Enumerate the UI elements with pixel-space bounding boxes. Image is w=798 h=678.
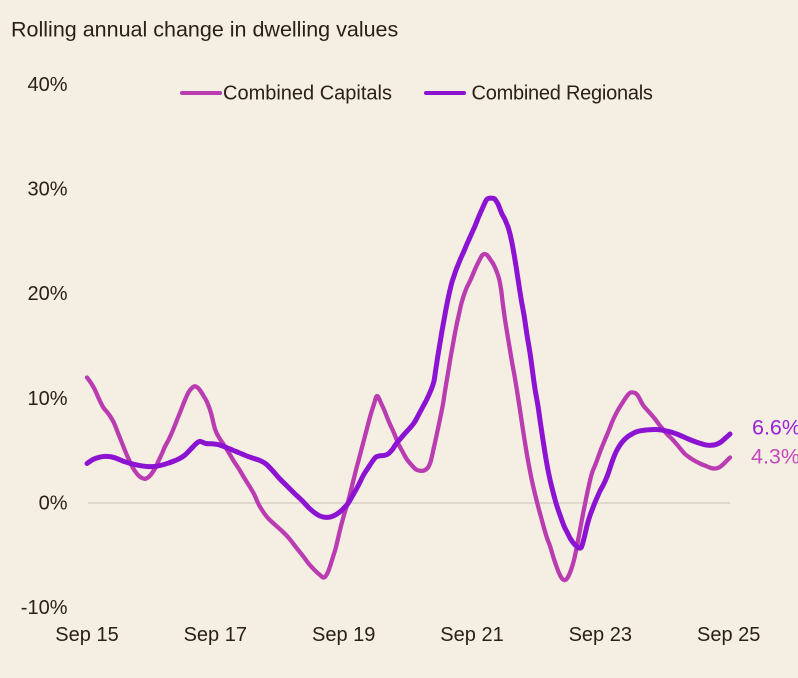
svg-text:Sep 19: Sep 19 (312, 624, 375, 646)
svg-text:6.6%: 6.6% (752, 416, 798, 440)
svg-text:Sep 15: Sep 15 (55, 624, 118, 646)
svg-text:Sep 21: Sep 21 (440, 624, 503, 646)
svg-text:40%: 40% (27, 74, 67, 96)
svg-text:-10%: -10% (21, 597, 68, 619)
svg-text:Sep 23: Sep 23 (569, 624, 632, 646)
svg-text:4.3%: 4.3% (751, 445, 798, 469)
svg-text:Combined Regionals: Combined Regionals (472, 83, 653, 105)
svg-text:20%: 20% (27, 283, 67, 305)
svg-text:10%: 10% (27, 388, 67, 410)
svg-text:Sep 25: Sep 25 (697, 624, 760, 646)
svg-text:Rolling annual change in dwell: Rolling annual change in dwelling values (11, 18, 398, 42)
svg-text:0%: 0% (39, 493, 68, 515)
svg-text:Sep 17: Sep 17 (184, 624, 247, 646)
svg-text:30%: 30% (27, 179, 67, 201)
svg-text:Combined Capitals: Combined Capitals (223, 83, 392, 105)
